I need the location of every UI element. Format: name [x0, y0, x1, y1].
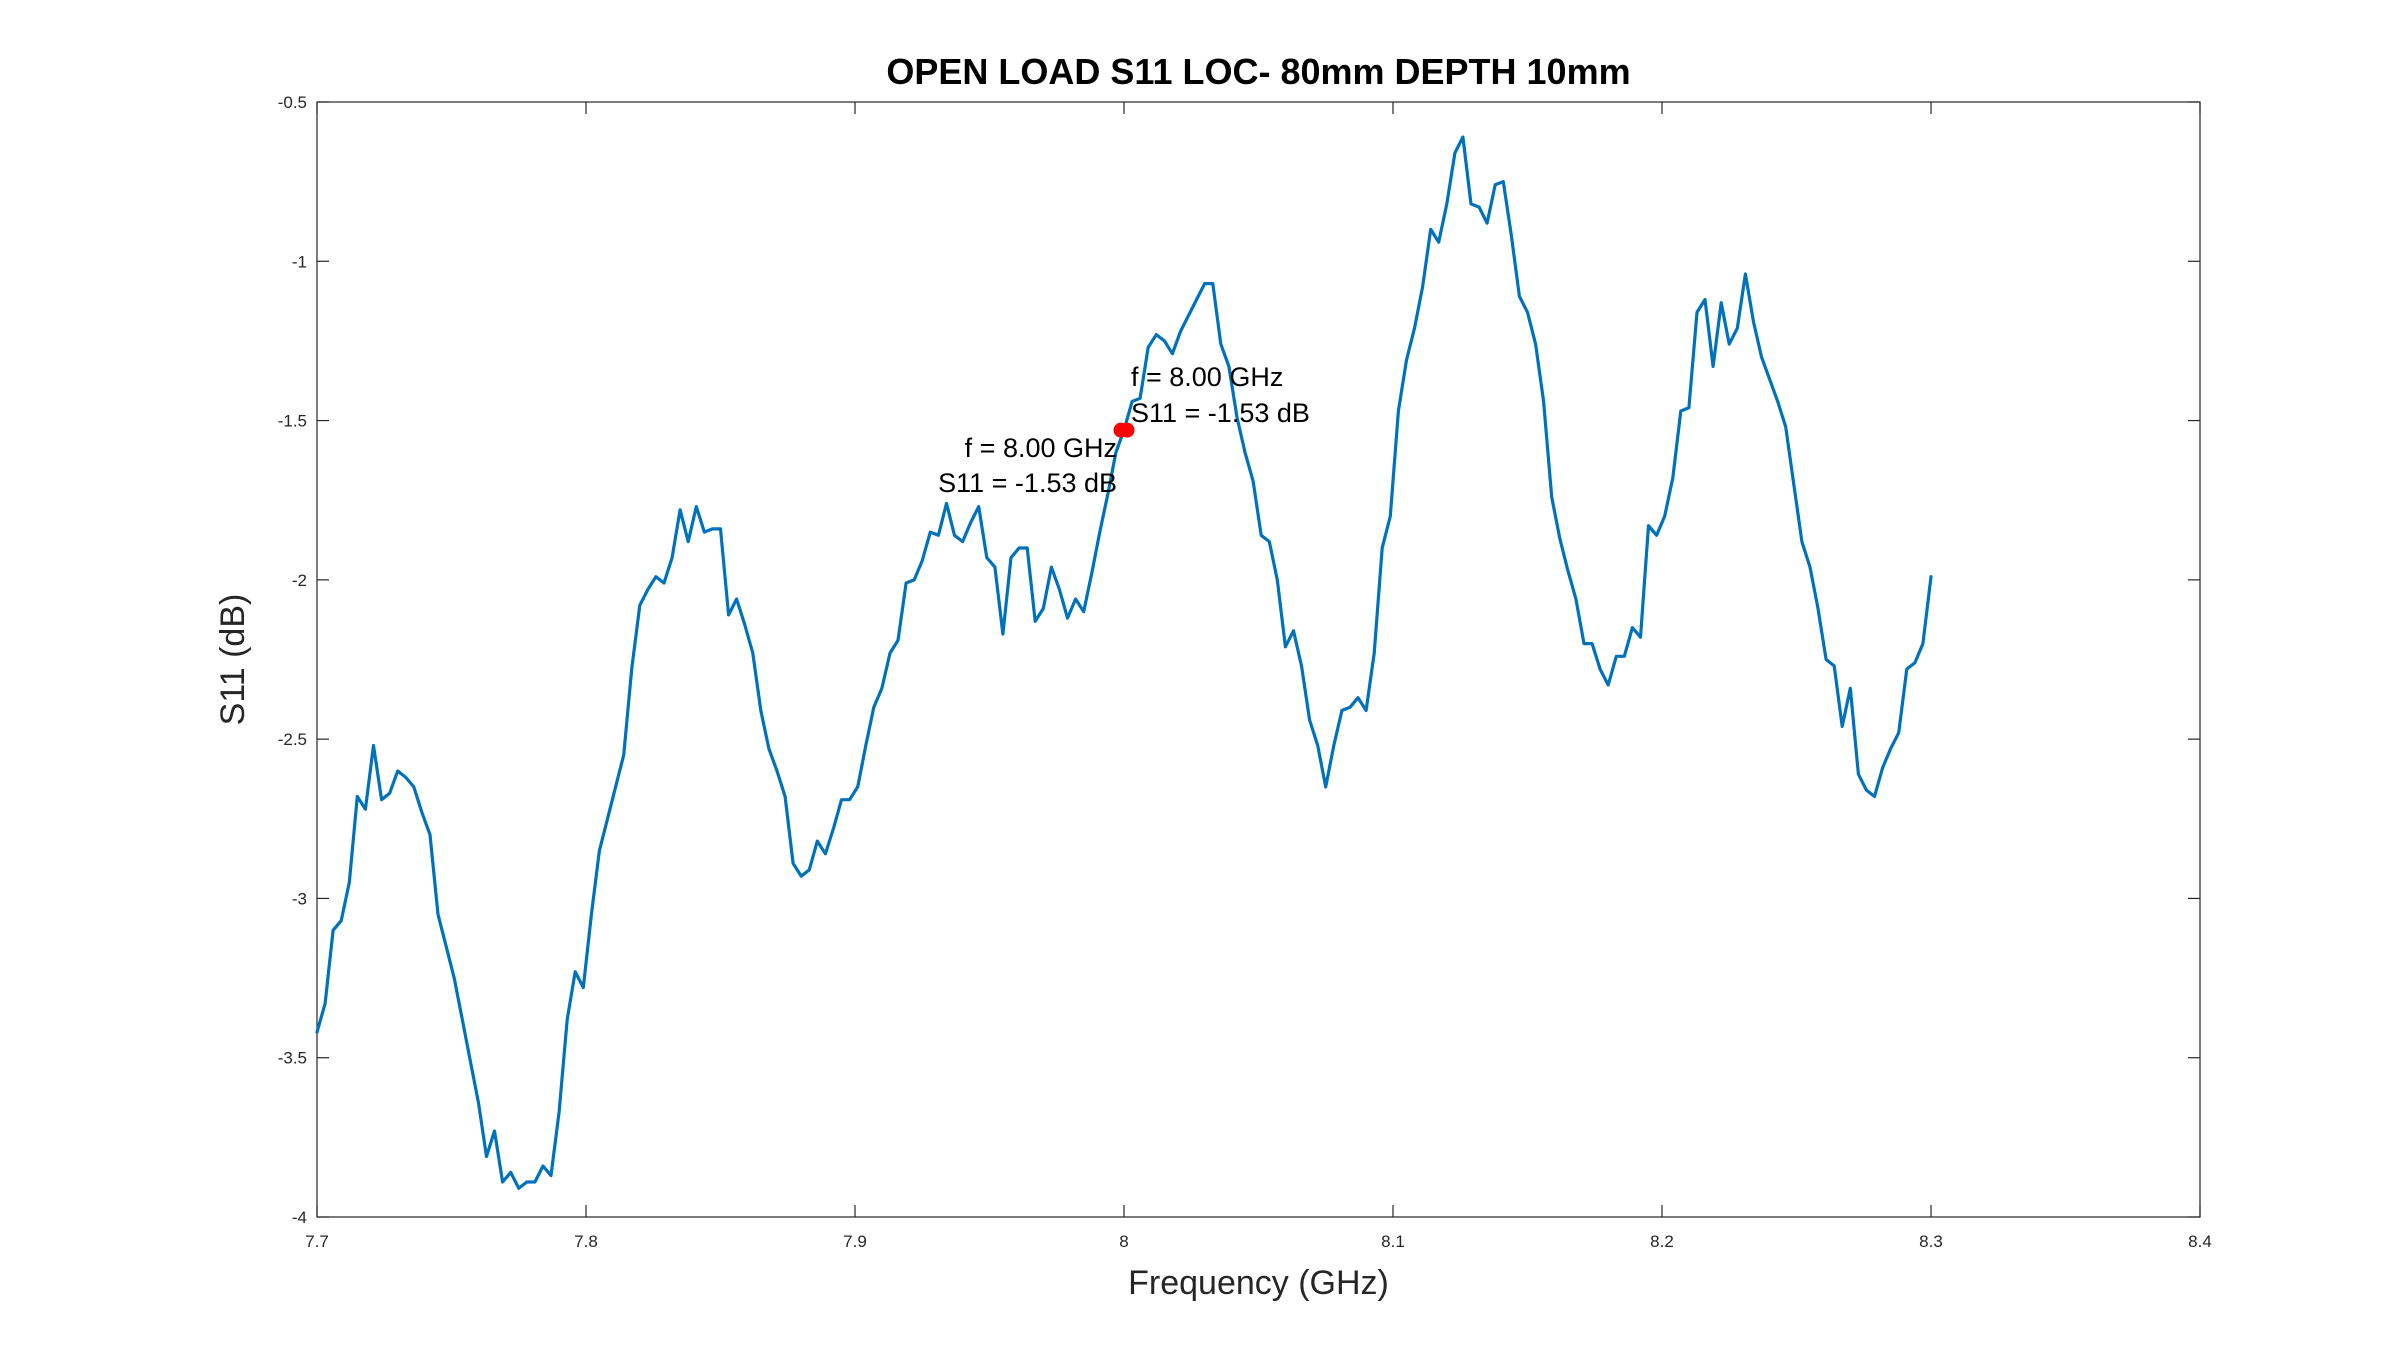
axes-box: [316, 101, 2201, 1218]
chart-title: OPEN LOAD S11 LOC- 80mm DEPTH 10mm: [886, 51, 1630, 92]
x-tick-label: 7.7: [305, 1232, 329, 1251]
y-tick-label: -1.5: [278, 412, 307, 431]
datatip-frequency: f = 8.00 GHz: [1131, 362, 1283, 392]
y-tick-label: -4: [292, 1208, 307, 1227]
x-tick-label: 8.3: [1919, 1232, 1943, 1251]
x-axis-label: Frequency (GHz): [1128, 1264, 1389, 1302]
y-axis-label: S11 (dB): [214, 594, 252, 726]
y-axis: -4 -3.5 -3 -2.5 -2 -1.5 -1 -0.5: [278, 93, 2200, 1227]
datatip-frequency: f = 8.00 GHz: [965, 433, 1117, 463]
x-tick-label: 7.9: [843, 1232, 867, 1251]
y-tick-label: -2.5: [278, 730, 307, 749]
x-tick-label: 8.2: [1650, 1232, 1674, 1251]
x-tick-label: 7.8: [574, 1232, 598, 1251]
y-tick-label: -1: [292, 252, 307, 271]
x-axis: 7.7 7.8 7.9 8 8.1 8.2 8.3 8.4: [305, 102, 2212, 1251]
plot-area: 7.7 7.8 7.9 8 8.1 8.2 8.3 8.4 -4 -3.5 -3 -2.5 -2 -1.…: [278, 93, 2212, 1251]
y-tick-label: -3.5: [278, 1049, 307, 1068]
datatip-s11: S11 = -1.53 dB: [938, 468, 1117, 498]
x-tick-label: 8.1: [1381, 1232, 1405, 1251]
datatips: f = 8.00 GHz S11 = -1.53 dB f = 8.00 GHz S1…: [938, 362, 1310, 498]
datatip-s11: S11 = -1.53 dB: [1131, 398, 1310, 428]
datatip-marker[interactable]: [1119, 422, 1135, 438]
x-tick-label: 8.4: [2188, 1232, 2212, 1251]
x-tick-label: 8: [1119, 1232, 1128, 1251]
y-tick-label: -0.5: [278, 93, 307, 112]
y-tick-label: -3: [292, 889, 307, 908]
y-tick-label: -2: [292, 571, 307, 590]
